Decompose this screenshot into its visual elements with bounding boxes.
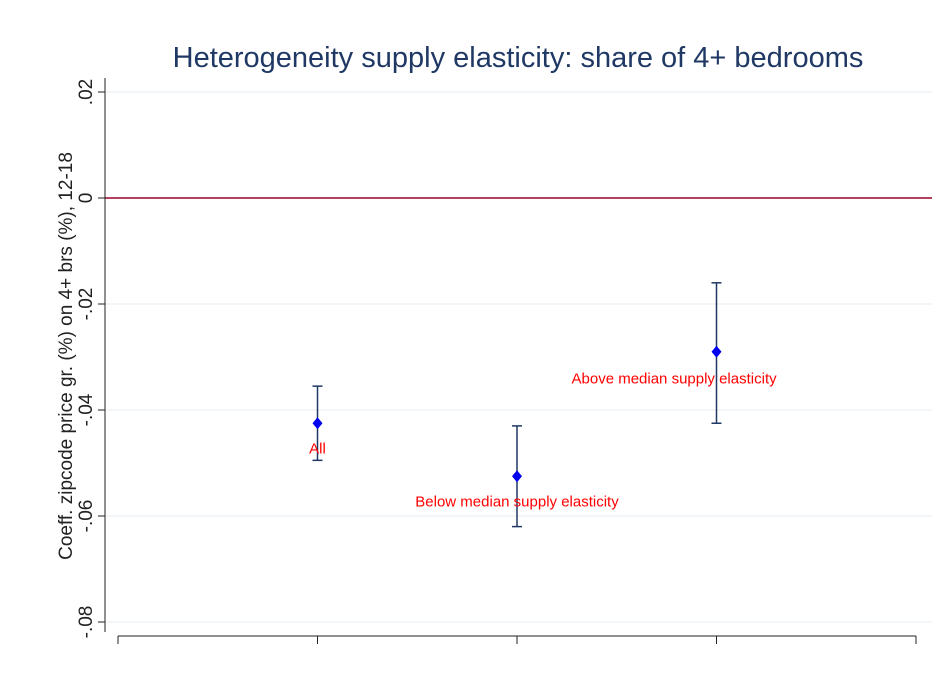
point-marker xyxy=(512,470,522,483)
grid-lines xyxy=(105,91,932,623)
point-marker xyxy=(312,417,323,430)
point-label: Above median supply elasticity xyxy=(572,371,778,388)
y-tick-label: .02 xyxy=(76,79,97,105)
y-axis-ticks: .02 0 -.02 -.04 -.06 -.08 xyxy=(76,79,105,639)
point-label: All xyxy=(309,440,326,457)
x-axis-ticks xyxy=(117,636,917,644)
y-tick-label: -.08 xyxy=(76,606,97,639)
data-points: All Below median supply elasticity Above m… xyxy=(309,282,778,528)
y-tick-label: -.04 xyxy=(76,393,97,426)
point-label: Below median supply elasticity xyxy=(415,493,619,510)
y-tick-label: 0 xyxy=(76,193,97,204)
y-tick-label: -.02 xyxy=(76,288,97,321)
point-marker xyxy=(711,345,722,358)
y-tick-label: -.06 xyxy=(76,500,97,533)
y-axis-label: Coeff. zipcode price gr. (%) on 4+ brs (… xyxy=(56,152,77,560)
chart-title: Heterogeneity supply elasticity: share o… xyxy=(173,42,864,74)
